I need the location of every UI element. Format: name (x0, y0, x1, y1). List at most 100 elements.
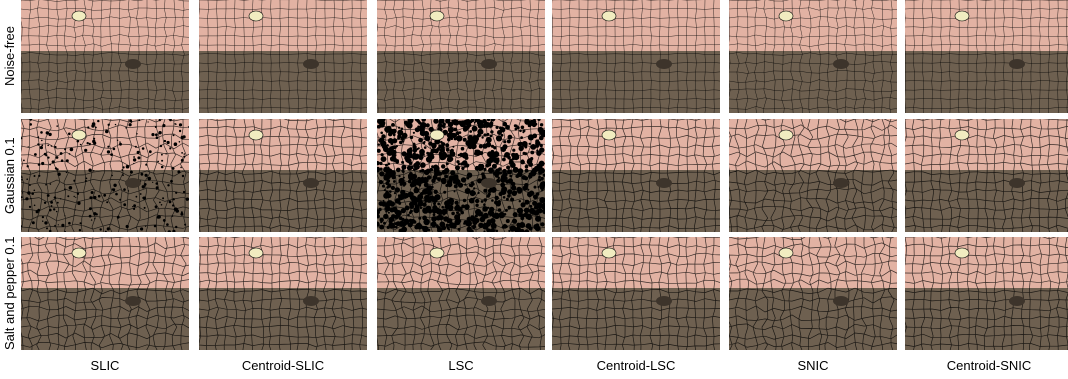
noise-speck (26, 178, 28, 180)
noise-speck (452, 145, 455, 148)
superpixel-image (729, 119, 897, 232)
noise-speck (47, 156, 50, 159)
noise-speck (432, 175, 438, 180)
superpixel-boundaries (21, 237, 189, 350)
noise-speck (95, 213, 98, 216)
noise-speck (428, 126, 434, 132)
noise-speck (123, 203, 127, 207)
noise-speck (488, 144, 491, 147)
noise-speck (511, 152, 516, 158)
noise-speck (37, 143, 40, 146)
noise-speck (524, 119, 530, 124)
noise-speck (423, 218, 430, 226)
noise-speck (31, 192, 34, 195)
noise-speck (377, 166, 380, 171)
noise-speck (88, 168, 92, 172)
noise-speck (426, 151, 430, 155)
noise-speck (128, 123, 132, 127)
noise-speck (494, 173, 499, 178)
noise-speck (387, 211, 390, 214)
noise-speck (398, 175, 401, 178)
column-label-4: SNIC (797, 358, 829, 373)
noise-speck (159, 201, 161, 204)
noise-speck (432, 206, 436, 210)
noise-speck (541, 189, 544, 192)
noise-speck (384, 126, 390, 133)
upper-region (377, 0, 545, 51)
upper-region (21, 0, 189, 51)
noise-speck (408, 218, 413, 223)
noise-speck (168, 200, 172, 204)
noise-speck (502, 121, 508, 127)
noise-speck (486, 194, 490, 198)
noise-speck (483, 198, 487, 202)
noise-speck (154, 126, 157, 128)
noise-speck (433, 119, 439, 124)
noise-speck (56, 125, 58, 127)
noise-speck (413, 187, 420, 194)
superpixel-boundaries (729, 0, 897, 113)
noise-speck (424, 199, 427, 202)
superpixel-image (552, 237, 720, 350)
superpixel-image (905, 0, 1068, 113)
superpixel-image (21, 0, 189, 113)
noise-speck (398, 126, 401, 129)
noise-speck (162, 124, 166, 128)
noise-speck (40, 145, 42, 147)
noise-speck (500, 133, 504, 137)
noise-speck (533, 205, 539, 210)
noise-speck (540, 222, 545, 227)
noise-speck (468, 197, 475, 204)
highlighted-segment (71, 247, 87, 259)
noise-speck (181, 174, 185, 178)
noise-speck (524, 229, 530, 232)
noise-speck (105, 129, 109, 134)
noise-speck (464, 204, 470, 210)
noise-speck (536, 149, 539, 152)
noise-speck (489, 156, 495, 163)
noise-speck (65, 159, 69, 163)
row-label-saltpepper: Salt and pepper 0.1 (2, 236, 17, 350)
noise-speck (76, 192, 80, 195)
noise-speck (423, 182, 429, 188)
panel-gaussian-4 (729, 119, 897, 232)
dark-segment (1009, 59, 1025, 69)
noise-speck (424, 188, 428, 191)
noise-speck (451, 211, 455, 216)
noise-speck (167, 230, 171, 232)
noise-speck (437, 123, 443, 129)
upper-region (552, 119, 720, 170)
panel-none-5 (905, 0, 1068, 113)
noise-speck (151, 133, 155, 137)
noise-speck (53, 196, 56, 199)
noise-speck (495, 229, 499, 232)
noise-speck (90, 208, 92, 210)
column-label-0: SLIC (90, 358, 120, 373)
noise-speck (147, 176, 152, 181)
noise-speck (533, 185, 537, 189)
noise-speck (60, 159, 64, 162)
dark-segment (833, 59, 849, 69)
noise-speck (379, 121, 385, 128)
noise-speck (501, 225, 505, 229)
panel-gaussian-0 (21, 119, 189, 232)
noise-speck (421, 119, 426, 122)
noise-speck (21, 196, 23, 199)
noise-speck (147, 121, 149, 123)
highlighted-segment (429, 247, 445, 259)
highlighted-segment (778, 247, 794, 259)
noise-speck (525, 223, 532, 229)
noise-speck (486, 228, 491, 232)
panel-none-1 (199, 0, 367, 113)
noise-speck (132, 206, 134, 208)
noise-speck (455, 204, 460, 209)
noise-speck (524, 152, 528, 156)
highlighted-segment (954, 10, 970, 22)
noise-speck (496, 178, 501, 183)
noise-speck (172, 134, 175, 137)
noise-speck (155, 133, 158, 137)
noise-speck (419, 148, 425, 155)
noise-speck (520, 216, 525, 221)
noise-speck (74, 209, 76, 211)
noise-speck (462, 137, 467, 142)
